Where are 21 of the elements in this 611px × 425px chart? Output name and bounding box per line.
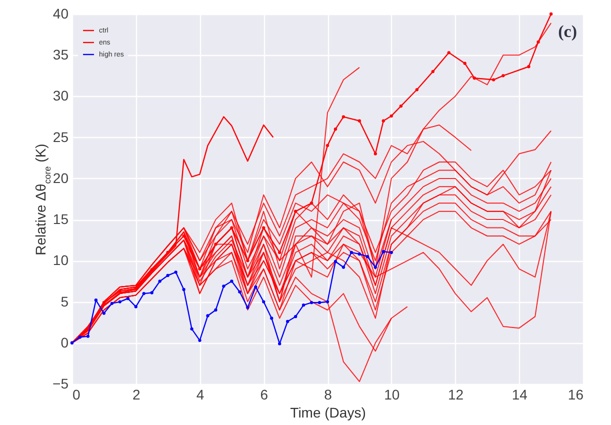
y-tick-label: 40 xyxy=(52,6,69,22)
y-tick-label: 30 xyxy=(52,88,69,104)
x-tick-label: 4 xyxy=(196,386,204,402)
x-tick-label: 12 xyxy=(448,386,464,402)
y-tick-label: 15 xyxy=(52,211,69,228)
x-tick-label: 16 xyxy=(568,386,584,402)
x-tick-label: 14 xyxy=(512,386,528,402)
y-tick-label: 25 xyxy=(52,128,69,145)
y-tick-label: 10 xyxy=(52,252,69,268)
y-tick-label: 20 xyxy=(52,170,69,186)
y-tick-label: 0 xyxy=(60,334,69,350)
x-tick-label: 8 xyxy=(324,386,332,402)
y-tick-label: 5 xyxy=(60,293,69,310)
x-tick-label: 6 xyxy=(260,386,268,402)
y-tick-label: −5 xyxy=(52,376,69,392)
y-tick-label: 35 xyxy=(52,46,69,63)
annotation: (c) xyxy=(558,22,577,41)
x-axis-title: Time (Days) xyxy=(290,404,366,420)
x-tick-label: 0 xyxy=(72,386,80,402)
x-tick-label: 2 xyxy=(132,386,140,402)
x-tick-label: 10 xyxy=(384,386,400,402)
